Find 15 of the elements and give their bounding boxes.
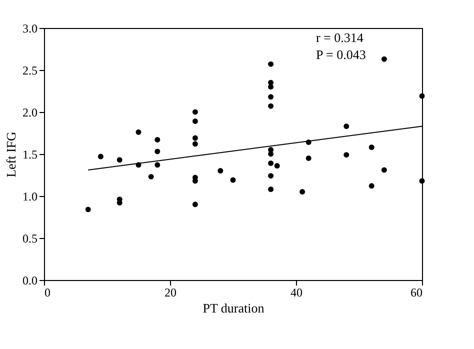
y-tick-label: 1.0 <box>22 190 38 204</box>
x-axis-title: PT duration <box>202 300 265 316</box>
x-tick-label: 60 <box>410 286 422 300</box>
annotation: r = 0.314 <box>316 30 364 45</box>
x-tick-label: 20 <box>164 286 176 300</box>
y-tick-label: 3.0 <box>22 22 38 36</box>
x-tick-label: 0 <box>44 286 50 300</box>
annotation: P = 0.043 <box>316 47 366 62</box>
y-tick-label: 2.0 <box>22 106 38 120</box>
y-tick-label: 2.5 <box>22 64 38 78</box>
y-tick-label: 0.5 <box>22 232 38 246</box>
y-tick-label: 1.5 <box>22 148 38 162</box>
y-axis-title: Left IFG <box>4 132 18 178</box>
x-tick-label: 40 <box>290 286 302 300</box>
y-tick-label: 0.0 <box>22 274 38 288</box>
